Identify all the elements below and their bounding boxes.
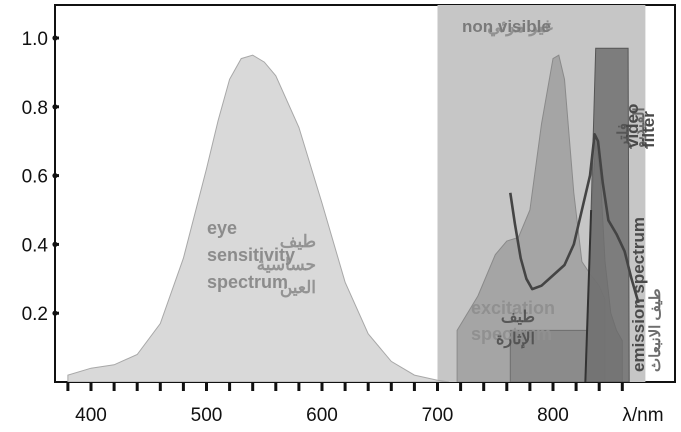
annotation-line: طيف	[280, 232, 316, 251]
annotation-line: spectrum	[471, 324, 552, 344]
annotation-line: non visible	[462, 17, 551, 36]
y-tick-label: 0.6	[22, 167, 48, 188]
annotation-line: excitation	[471, 298, 555, 318]
x-unit-label: λ/nm	[622, 405, 663, 426]
annotation-line: طيف	[501, 309, 535, 326]
annotation-line: طيف الانبعاث	[647, 288, 664, 372]
annotation-eye_en: eye sensitivity spectrum	[207, 218, 295, 292]
y-tick-label: 0.8	[22, 98, 48, 119]
annotation-line: filter	[639, 111, 658, 148]
annotation-video_ar: فلتر الفيديو	[615, 107, 648, 149]
y-tick-dot	[52, 104, 58, 110]
y-tick-label: 0.4	[22, 235, 49, 256]
annotation-line: video	[623, 104, 642, 148]
x-tick-label: 800	[537, 405, 569, 426]
y-tick-label: 0.2	[22, 304, 48, 325]
x-tick-label: 500	[191, 405, 223, 426]
annotation-excitation_en: excitation spectrum	[471, 298, 555, 344]
x-tick-label: 600	[306, 405, 338, 426]
series-eye-sensitivity-spectrum	[67, 54, 450, 382]
annotation-nonvisible_ar: غير مرئي	[487, 17, 553, 37]
y-tick-dot	[52, 173, 58, 179]
y-tick-label: 1.0	[22, 29, 48, 50]
axes-layer: 0.2 0.4 0.6 0.8 1.0 400 500 600 700 800 λ/nm	[22, 29, 664, 426]
annotation-line: eye	[207, 218, 237, 238]
x-tick-label: 400	[75, 405, 107, 426]
annotation-layer: eyesensitivityspectrumطيفحساسيةالعينnon …	[207, 17, 664, 372]
annotation-line: العين	[280, 278, 316, 298]
y-tick-dot	[52, 241, 58, 247]
annotation-nonvisible_en: non visible	[462, 17, 551, 36]
annotation-line: غير مرئي	[487, 17, 553, 37]
annotation-line: فلتر	[615, 123, 632, 149]
curve-layer	[509, 133, 640, 382]
x-tick-label: 700	[422, 405, 454, 426]
y-tick-dot	[52, 310, 58, 316]
annotation-emission_ar: طيف الانبعاث	[647, 288, 664, 372]
annotation-line: sensitivity	[207, 245, 295, 265]
annotation-excitation_ar: طيف الإثارة	[496, 309, 535, 349]
annotation-line: الإثارة	[496, 331, 535, 349]
y-tick-dot	[52, 35, 58, 41]
annotation-line: الفيديو	[631, 107, 648, 149]
video-filter-edge	[584, 209, 593, 382]
annotation-line: emission spectrum	[629, 217, 648, 372]
annotation-eye_ar: طيف حساسية العين	[257, 232, 316, 298]
annotation-emission_en: emission spectrum	[629, 217, 648, 372]
annotation-line: حساسية	[257, 255, 316, 274]
annotation-line: spectrum	[207, 272, 288, 292]
series-transmission-curve	[509, 133, 640, 304]
